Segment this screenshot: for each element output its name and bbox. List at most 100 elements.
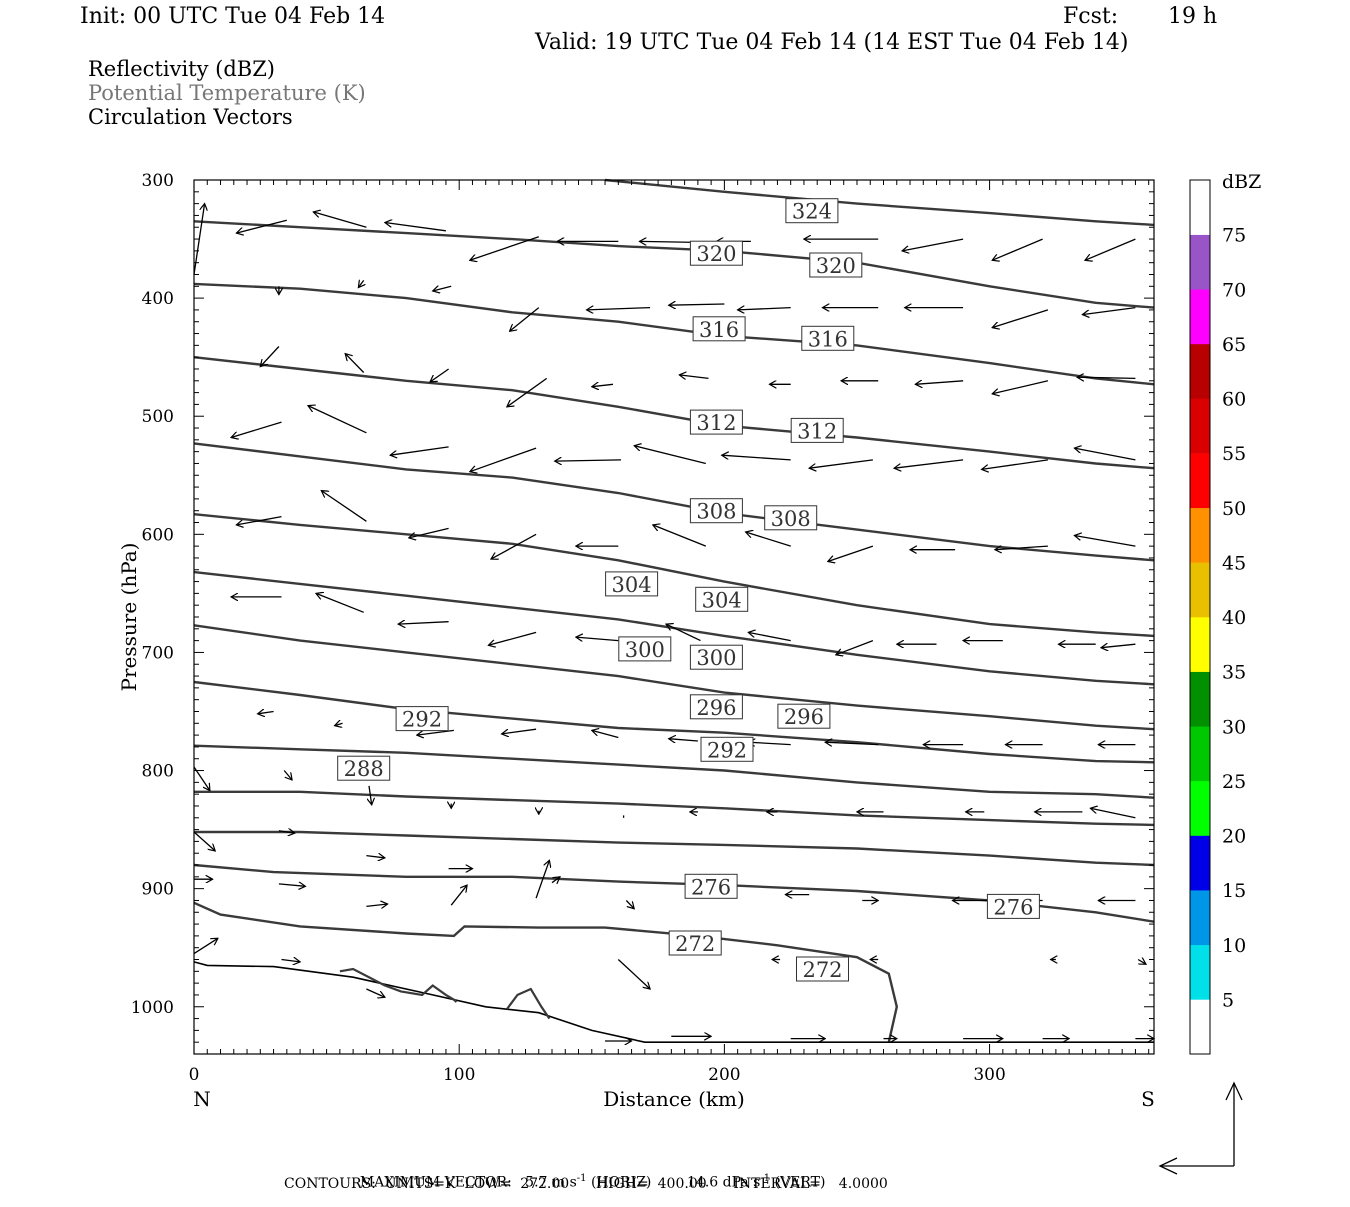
colorbar-tick-label: 40 (1222, 607, 1246, 629)
y-tick-label: 400 (142, 289, 174, 309)
circulation-vector (995, 546, 1048, 550)
contour-label-text: 292 (402, 708, 442, 732)
y-tick-label: 500 (142, 407, 174, 427)
contour-label-box (695, 586, 749, 612)
circulation-vector (746, 532, 791, 547)
terrain-surface-line (193, 961, 1154, 1043)
colorbar-segment (1190, 780, 1210, 836)
circulation-vector (193, 831, 215, 851)
plot-frame (193, 179, 1155, 1055)
colorbar-segment (1190, 671, 1210, 727)
contour-label-text: 304 (612, 573, 652, 597)
contour-label-300: 300 (618, 636, 672, 662)
circulation-vector (470, 236, 540, 261)
circulation-vector (358, 280, 363, 287)
contour-label-box (684, 873, 738, 899)
colorbar-segment (1190, 507, 1210, 563)
contour-label-276: 276 (986, 893, 1040, 919)
circulation-vector (390, 446, 449, 455)
colorbar-tick-label: 60 (1222, 389, 1246, 411)
contour-label-text: 296 (696, 696, 736, 720)
x-tick-label: 200 (708, 1065, 740, 1085)
circulation-vector (722, 455, 791, 461)
circulation-vector (634, 446, 706, 465)
colorbar-segment (1190, 180, 1210, 235)
theta-contour-304 (193, 513, 1155, 638)
colorbar-tick-label: 45 (1222, 552, 1246, 574)
colorbar-segment (1190, 289, 1210, 345)
contour-label-box (689, 644, 743, 670)
circulation-vector (510, 307, 540, 332)
circulation-vector (748, 632, 791, 642)
reference-vector-horizontal-head (1158, 1157, 1178, 1175)
circulation-vector (679, 375, 709, 379)
circulation-vector (470, 447, 537, 472)
contour-label-316: 316 (801, 325, 855, 351)
circulation-vector (345, 354, 365, 373)
x-axis-label: Distance (km) (603, 1087, 745, 1111)
colorbar-segment (1190, 453, 1210, 509)
circulation-vector (385, 223, 446, 232)
theta-contour-316 (193, 282, 1155, 386)
colorbar-segment (1190, 999, 1210, 1055)
y-axis-label: Pressure (hPa) (117, 543, 141, 692)
y-tick-label: 700 (142, 643, 174, 663)
circulation-vector (502, 728, 537, 734)
contour-label-text: 316 (699, 318, 739, 342)
contour-label-text: 276 (691, 875, 731, 899)
y-tick-label: 300 (142, 171, 174, 191)
contour-label-288: 288 (337, 755, 391, 781)
reference-vector-vertical-head (1225, 1081, 1243, 1101)
circulation-vector (488, 631, 537, 645)
circulation-vector (836, 639, 874, 655)
contour-label-text: 316 (808, 327, 848, 351)
variable-potential-temperature: Potential Temperature (K) (88, 81, 366, 105)
colorbar-tick-label: 35 (1222, 662, 1246, 684)
contour-label-text: 276 (993, 895, 1033, 919)
colorbar-segment (1190, 343, 1210, 399)
max-vector-line: MAXIMUM VECTOR: 5.7 m s-1 (HORIZ) 14.6 d… (342, 1157, 826, 1207)
circulation-vector (366, 904, 387, 906)
circulation-vector (992, 309, 1049, 328)
theta-contour-288 (193, 744, 1155, 799)
circulation-vector (653, 525, 707, 547)
contour-label-box (801, 325, 855, 351)
circulation-vector (535, 860, 549, 899)
circulation-vector (982, 459, 1048, 470)
north-end-label: N (193, 1087, 211, 1111)
circulation-vector (398, 622, 449, 624)
colorbar-tick-label: 70 (1222, 279, 1246, 301)
contour-label-292: 292 (395, 706, 449, 732)
theta-contour-320 (193, 220, 1155, 309)
circulation-vector (666, 624, 701, 642)
circulation-vector (450, 885, 467, 906)
circulation-vector (992, 238, 1043, 260)
y-tick-label: 900 (142, 880, 174, 900)
contour-label-box (689, 240, 743, 266)
contour-label-292: 292 (700, 736, 754, 762)
y-tick-label: 600 (142, 525, 174, 545)
contour-label-box (668, 930, 722, 956)
contour-label-box (605, 571, 659, 597)
low-level-contour-0 (339, 967, 458, 1003)
theta-contour-292 (193, 680, 1155, 764)
colorbar-tick-label: 55 (1222, 443, 1246, 465)
circulation-vector (825, 742, 879, 744)
colorbar-segment (1190, 890, 1210, 946)
circulation-vector (236, 219, 287, 233)
colorbar-segment (1190, 398, 1210, 454)
contour-label-316: 316 (692, 316, 746, 342)
circulation-vector (308, 406, 367, 434)
circulation-vector (366, 856, 385, 858)
contour-label-312: 312 (790, 417, 844, 443)
circulation-vector (669, 739, 698, 741)
colorbar-tick-label: 20 (1222, 826, 1246, 848)
theta-contour-284 (194, 790, 1155, 827)
contour-label-text: 288 (344, 757, 384, 781)
contour-label-text: 300 (696, 646, 736, 670)
circulation-vector (278, 884, 306, 886)
vert-exponent: -1 (760, 1173, 771, 1184)
contour-label-text: 300 (625, 638, 665, 662)
